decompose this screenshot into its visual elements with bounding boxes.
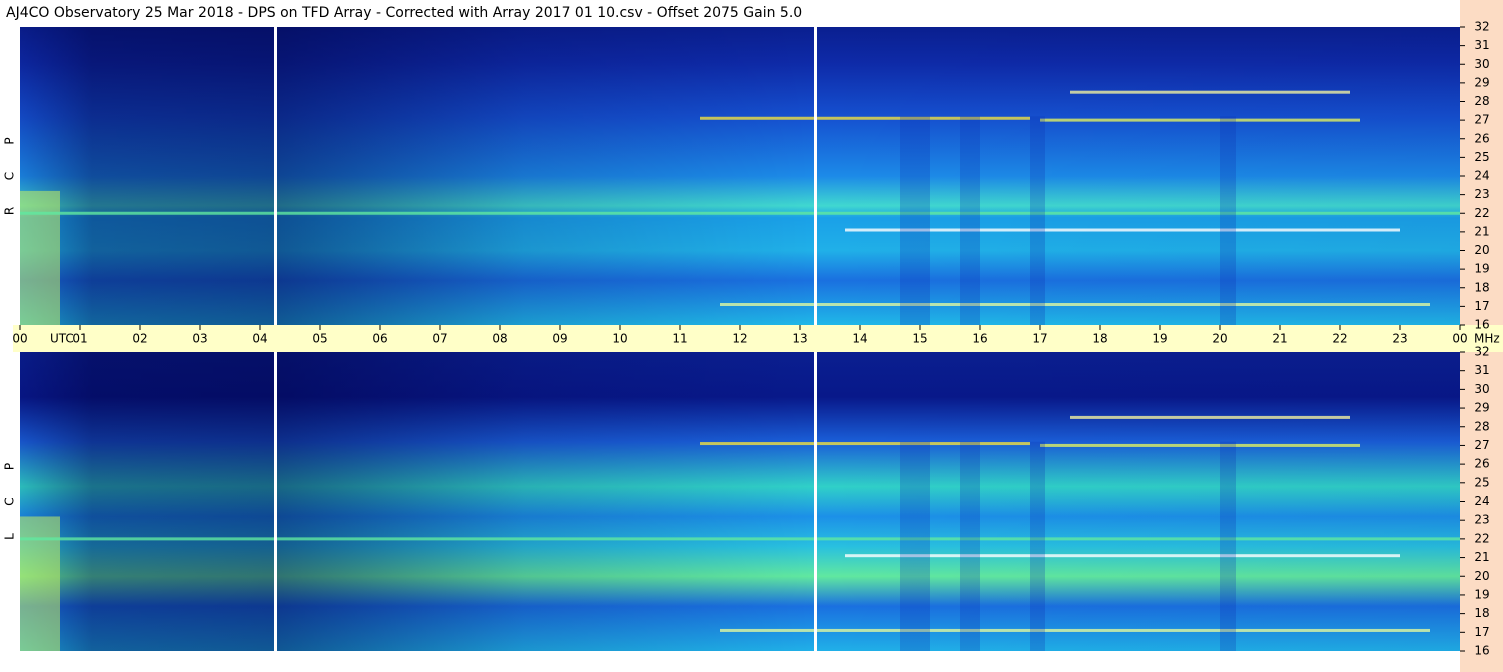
signal-streak [720, 628, 1430, 632]
freq-tick-label: 16 [1474, 644, 1489, 658]
burst-column [960, 441, 980, 651]
signal-streak [720, 303, 1430, 307]
burst-column [1220, 441, 1236, 651]
burst-column [1030, 116, 1045, 326]
freq-tick-label: 24 [1474, 494, 1489, 508]
time-unit: UTC [50, 332, 74, 346]
burst-column [960, 116, 980, 326]
dawn-glow [20, 516, 60, 651]
time-tick-label: 23 [1392, 332, 1407, 346]
time-tick-label: 12 [732, 332, 747, 346]
time-tick-label: 02 [132, 332, 147, 346]
time-tick-label: 22 [1332, 332, 1347, 346]
signal-streak [1040, 118, 1360, 122]
panel-letter: P [3, 137, 17, 144]
freq-tick-label: 32 [1474, 345, 1489, 359]
burst-column [1220, 116, 1236, 326]
signal-streak [700, 116, 1030, 120]
signal-streak [1040, 443, 1360, 447]
burst-column [900, 441, 930, 651]
freq-tick-label: 24 [1474, 169, 1489, 183]
signal-streak [1070, 90, 1350, 94]
time-tick-label: 17 [1032, 332, 1047, 346]
freq-tick-label: 26 [1474, 457, 1489, 471]
signal-streak [1070, 415, 1350, 419]
signal-streak [20, 537, 1460, 541]
time-tick-label: 07 [432, 332, 447, 346]
freq-tick-label: 19 [1474, 587, 1489, 601]
time-tick-label: 08 [492, 332, 507, 346]
time-tick-label: 10 [612, 332, 627, 346]
time-tick-label: 14 [852, 332, 867, 346]
time-tick-label: 16 [972, 332, 987, 346]
freq-tick-label: 32 [1474, 20, 1489, 34]
dawn-glow [20, 190, 60, 325]
gap [814, 27, 817, 325]
freq-tick-label: 29 [1474, 75, 1489, 89]
time-tick-label: 04 [252, 332, 267, 346]
freq-tick-label: 30 [1474, 57, 1489, 71]
time-tick-label: 00 [1452, 332, 1467, 346]
time-tick-label: 18 [1092, 332, 1107, 346]
freq-tick-label: 21 [1474, 224, 1489, 238]
signal-streak [20, 211, 1460, 215]
freq-tick-label: 22 [1474, 206, 1489, 220]
freq-tick-label: 19 [1474, 262, 1489, 276]
freq-tick-label: 20 [1474, 243, 1489, 257]
panel-letter: C [3, 497, 17, 505]
time-tick-label: 21 [1272, 332, 1287, 346]
freq-tick-label: 25 [1474, 150, 1489, 164]
freq-unit: MHz [1474, 332, 1500, 346]
window-title: AJ4CO Observatory 25 Mar 2018 - DPS on T… [6, 5, 802, 21]
time-tick-label: 15 [912, 332, 927, 346]
freq-tick-label: 21 [1474, 550, 1489, 564]
time-tick-label: 11 [672, 332, 687, 346]
time-tick-label: 20 [1212, 332, 1227, 346]
freq-tick-label: 27 [1474, 113, 1489, 127]
burst-column [900, 116, 930, 326]
gap [814, 352, 817, 651]
freq-tick-label: 17 [1474, 299, 1489, 313]
freq-tick-label: 28 [1474, 94, 1489, 108]
gap [274, 352, 277, 651]
time-tick-label: 05 [312, 332, 327, 346]
freq-tick-label: 31 [1474, 38, 1489, 52]
signal-streak [700, 442, 1030, 446]
freq-tick-label: 28 [1474, 419, 1489, 433]
title-bar [0, 0, 1503, 27]
freq-tick-label: 20 [1474, 569, 1489, 583]
freq-tick-label: 31 [1474, 363, 1489, 377]
freq-tick-label: 18 [1474, 606, 1489, 620]
time-tick-label: 06 [372, 332, 387, 346]
freq-tick-label: 23 [1474, 513, 1489, 527]
freq-tick-label: 18 [1474, 280, 1489, 294]
time-tick-label: 00 [12, 332, 27, 346]
freq-tick-label: 17 [1474, 625, 1489, 639]
freq-tick-label: 22 [1474, 531, 1489, 545]
spectrogram-shade [20, 27, 1460, 325]
time-tick-label: 19 [1152, 332, 1167, 346]
freq-tick-label: 29 [1474, 401, 1489, 415]
time-axis-band [13, 325, 1503, 352]
panel-letter: C [3, 172, 17, 180]
panel-letter: L [3, 533, 17, 540]
freq-tick-label: 23 [1474, 187, 1489, 201]
panel-letter: P [3, 463, 17, 470]
freq-tick-label: 25 [1474, 475, 1489, 489]
time-tick-label: 13 [792, 332, 807, 346]
gap [274, 27, 277, 325]
signal-streak [845, 554, 1400, 558]
freq-tick-label: 26 [1474, 131, 1489, 145]
burst-column [1030, 441, 1045, 651]
freq-tick-label: 27 [1474, 438, 1489, 452]
signal-streak [845, 228, 1400, 232]
freq-tick-label: 16 [1474, 318, 1489, 332]
panel-letter: R [3, 207, 17, 215]
spectrogram-shade [20, 352, 1460, 651]
time-tick-label: 01 [72, 332, 87, 346]
time-tick-label: 03 [192, 332, 207, 346]
freq-tick-label: 30 [1474, 382, 1489, 396]
time-tick-label: 09 [552, 332, 567, 346]
